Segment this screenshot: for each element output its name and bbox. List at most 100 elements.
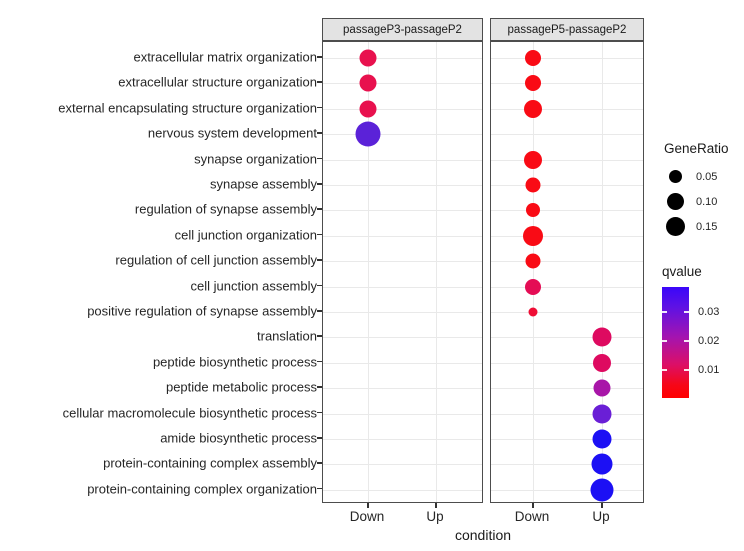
y-axis-tick [317,259,322,261]
gridline-vertical [436,42,437,502]
gridline-horizontal [323,312,482,313]
gridline-horizontal [491,58,643,59]
gridline-horizontal [323,337,482,339]
y-axis-tick [317,157,322,160]
y-axis-tick [317,56,322,58]
y-axis-tick [317,132,322,134]
gridline-horizontal [323,185,482,186]
y-axis-tick [317,487,322,490]
data-point [359,74,377,92]
data-point [593,379,611,397]
legend-size-item: 0.15 [664,214,729,239]
qvalue-tick-label: 0.02 [698,335,720,347]
gridline-horizontal [323,210,482,212]
y-axis-label: extracellular structure organization [118,74,317,90]
legend-size-label: 0.15 [696,220,718,233]
y-axis-tick [317,437,322,439]
qvalue-tick-mark [662,311,667,313]
gridline-horizontal [491,134,643,136]
data-point [590,478,614,502]
y-axis-tick [317,462,322,464]
qvalue-tick-mark [684,369,689,371]
data-point [525,75,541,92]
gridline-vertical [368,42,369,502]
y-axis-tick [317,81,322,83]
qvalue-colorbar [662,287,689,398]
y-axis-label: cellular macromolecule biosynthetic proc… [62,405,317,421]
x-axis-tick-label: Up [592,509,610,524]
y-axis-label: cell junction assembly [190,278,317,294]
x-axis-tick [435,503,437,508]
gridline-horizontal [323,413,482,415]
data-point [524,99,542,118]
data-point [528,307,538,317]
gridline-horizontal [491,210,643,212]
y-axis-label: protein-containing complex assembly [103,455,317,471]
qvalue-colorbar-wrap: 0.03 0.02 0.01 [662,287,744,402]
legend-size-dot [668,170,682,183]
y-axis-label: peptide metabolic process [165,379,317,395]
facet-strip: passageP5-passageP2 [490,18,644,41]
gridline-horizontal [491,464,643,466]
facet-strip: passageP3-passageP2 [322,18,483,41]
y-axis-tick [317,360,322,363]
x-axis-tick-label: Down [349,509,385,524]
y-axis-tick [317,386,322,388]
gridline-horizontal [491,439,643,440]
y-axis-tick [317,335,322,337]
y-axis-label: extracellular matrix organization [133,49,317,65]
gridline-horizontal [491,312,643,313]
gridline-horizontal [323,439,482,440]
legend-qvalue: qvalue 0.03 0.02 0.01 [662,264,744,402]
gridline-horizontal [323,108,482,110]
data-point [526,203,540,218]
gridline-horizontal [323,159,482,161]
y-axis-label: regulation of cell junction assembly [115,252,317,268]
qvalue-tick-mark [662,369,667,371]
legend-gene-ratio-title: GeneRatio [664,141,729,156]
y-axis-tick [317,183,322,185]
gridline-horizontal [323,83,482,85]
gridline-horizontal [491,261,643,263]
gridline-horizontal [491,235,643,237]
x-axis-title: condition [454,527,512,543]
data-point [593,353,611,372]
gridline-horizontal [491,108,643,110]
y-axis-tick [317,284,322,287]
qvalue-tick-mark [684,311,689,313]
x-axis-tick-label: Down [514,509,550,524]
gridline-horizontal [323,235,482,237]
x-axis-tick [367,503,369,508]
legend-size-label: 0.05 [696,170,718,183]
y-axis-label: nervous system development [147,125,317,141]
x-axis-tick [532,503,534,508]
y-axis-label: translation [257,328,317,344]
gridline-horizontal [491,83,643,85]
y-axis-label: external encapsulating structure organiz… [58,100,317,116]
y-axis-label: amide biosynthetic process [160,430,317,446]
gridline-horizontal [491,159,643,161]
gridline-horizontal [323,58,482,59]
data-point [592,404,612,424]
data-point [592,327,612,347]
y-axis-label: peptide biosynthetic process [152,354,317,370]
qvalue-tick-mark [684,340,689,342]
y-axis-label: regulation of synapse assembly [134,201,317,217]
data-point [355,121,381,147]
legend-size-dot [665,217,685,236]
gridline-horizontal [323,134,482,136]
legend-size-item: 0.05 [664,164,729,189]
legend-size-dot [666,193,684,210]
legend-size-item: 0.10 [664,189,729,214]
y-axis-tick [317,411,322,414]
legend-qvalue-title: qvalue [662,264,702,279]
data-point [523,225,543,246]
data-point [525,177,541,193]
gridline-horizontal [323,489,482,491]
gridline-horizontal [323,362,482,364]
gridline-horizontal [491,286,643,288]
data-point [525,253,541,269]
gridline-horizontal [323,286,482,288]
legend-gene-ratio: GeneRatio 0.05 0.10 0.15 [664,141,729,239]
